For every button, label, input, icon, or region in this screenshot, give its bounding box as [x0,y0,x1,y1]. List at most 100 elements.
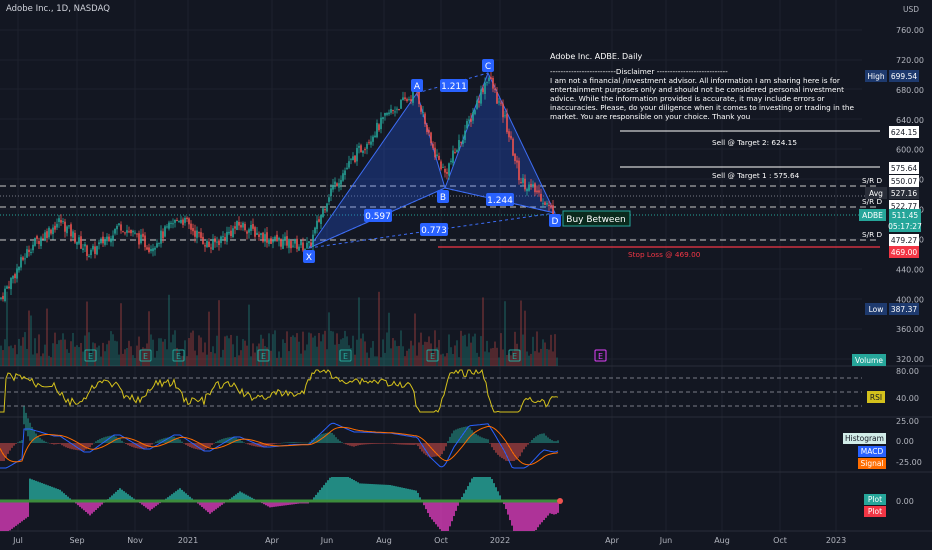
candle-body [338,183,340,188]
volume-bar [436,347,438,366]
volume-bar [518,349,520,366]
plot-hist-bar [7,501,9,531]
candle-body [142,233,144,237]
volume-bar [414,313,416,366]
earnings-marker-future[interactable]: E [594,349,607,362]
candle-body [442,166,444,168]
macd-hist-bar [543,433,545,443]
panel-separators [0,365,932,532]
pattern-point-b[interactable]: B [437,190,449,203]
plot-hist-bar [283,501,285,506]
candle-body [238,221,240,226]
plot-hist-bar [29,478,31,501]
rsi-scale: 80.00 RSI 40.00 [867,367,919,403]
plot-hist-bar [115,491,117,501]
level-tag-550: 550.07 [889,175,919,187]
macd-hist-bar [405,443,407,445]
pattern-point-x[interactable]: X [303,250,315,263]
volume-bar [526,351,528,366]
candle-body [478,100,480,103]
candle-body [242,222,244,228]
macd-hist-bar [495,443,497,453]
plot-hist-bar [483,477,485,501]
candle-body [270,238,272,244]
plot-hist-bar [11,501,13,529]
plot-hist-bar [279,501,281,507]
macd-hist-bar [243,442,245,443]
pattern-point-d[interactable]: D [549,214,561,227]
macd-hist-bar [317,435,319,443]
pattern-point-a[interactable]: A [411,79,423,92]
candle-body [80,236,82,249]
plot-hist-bar [417,492,419,501]
plot-hist-bar [441,501,443,531]
candle-body [120,224,122,231]
pattern-point-c[interactable]: C [482,59,494,72]
macd-hist-bar [3,443,5,461]
plot-hist-bar [353,480,355,501]
candle-body [76,241,78,245]
macd-hist-bar [31,427,33,443]
buy-between-label: Buy Between [566,215,625,225]
ratio-ab[interactable]: 1.211 [440,79,468,92]
ratio-xd[interactable]: 0.773 [420,223,448,236]
time-label-10: Jun [659,536,673,545]
plot-hist-bar [357,482,359,501]
macd-hist-bar [541,433,543,443]
macd-hist-bar [479,436,481,443]
candle-body [56,223,58,228]
candle-body [66,226,68,234]
macd-hist-bar [351,443,353,447]
macd-hist-bar [507,443,509,461]
plot-hist-bar [387,484,389,501]
plot-hist-bar [463,493,465,501]
candle-body [452,150,454,163]
candle-body [46,231,48,238]
plot-hist-bar [455,501,457,511]
volume-bar [142,347,144,366]
signal-tag-label: Signal [860,459,883,468]
plot-hist-bar [37,481,39,501]
candle-body [140,234,142,244]
disclaimer-heading: -------------------------Disclaimer ----… [550,67,728,76]
volume-bar [520,300,522,366]
candle-body [134,232,136,234]
volume-bar [128,340,130,366]
ratio-xb[interactable]: 0.597 [364,209,392,222]
volume-bar [154,357,156,366]
candle-body [408,99,410,101]
volume-bar [34,338,36,366]
plot-hist-bar [117,490,119,501]
macd-hist-bar [189,443,191,448]
candle-body [544,202,546,206]
volume-bar [52,343,54,366]
macd-hist-bar [365,443,367,445]
macd-tick-0: 0.00 [896,437,914,446]
volume-bar [186,356,188,366]
time-axis[interactable]: Jul Sep Nov 2021 Apr Jun Aug Oct 2022 Apr Jun Aug Oc… [12,536,846,545]
macd-hist-bar [521,443,523,453]
ratio-bd[interactable]: 1.244 [486,193,514,206]
volume-bar [148,311,150,366]
macd-hist-bar [165,437,167,443]
buy-between-box[interactable]: Buy Between [562,210,631,227]
candle-body [166,226,168,228]
macd-hist-bar [181,441,183,443]
macd-hist-bar [303,442,305,444]
disclaimer-line-4: inaccuracies. Please, do your diligence … [550,103,855,112]
candle-body [282,239,284,249]
candle-body [298,246,300,251]
candle-body [334,181,336,185]
currency-label[interactable]: USD [903,5,919,14]
volume-bar [490,348,492,366]
volume-bar [240,350,242,366]
volume-bar [184,340,186,366]
plot-hist-bar [17,501,19,525]
candle-body [488,77,490,82]
candle-body [296,238,298,249]
last-price-tag: ADBE 511.45 05:17:27 [859,209,922,232]
candle-body [314,227,316,234]
plot-hist-bar [339,477,341,501]
candle-body [42,238,44,240]
